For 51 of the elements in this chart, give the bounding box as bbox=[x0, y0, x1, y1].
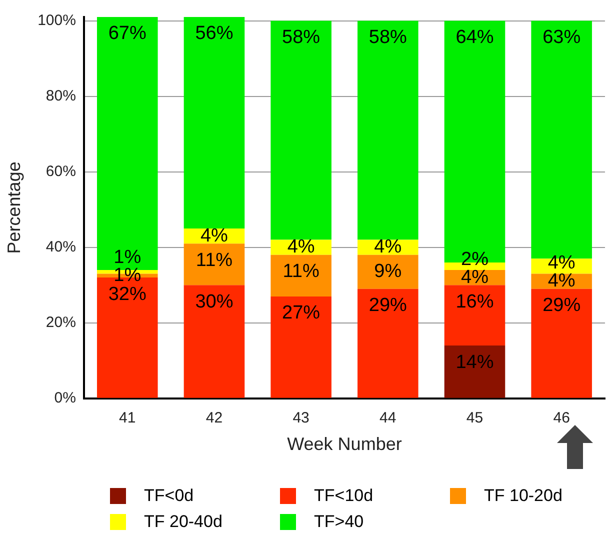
x-axis-title: Week Number bbox=[287, 434, 402, 454]
bar bbox=[358, 20, 418, 240]
data-label: 11% bbox=[282, 261, 320, 282]
bar bbox=[270, 296, 332, 398]
y-axis-title: Percentage bbox=[4, 162, 24, 254]
bar bbox=[358, 254, 418, 289]
data-label: 58% bbox=[368, 27, 408, 48]
bar bbox=[444, 346, 506, 398]
bar bbox=[270, 20, 332, 240]
bar bbox=[184, 285, 245, 398]
y-tick-label: 60% bbox=[46, 162, 76, 180]
legend-label: TF 20-40d bbox=[144, 512, 222, 532]
data-label: 67% bbox=[108, 23, 146, 44]
data-label: 16% bbox=[456, 291, 494, 312]
legend-label: TF 10-20d bbox=[484, 486, 562, 506]
data-label: 30% bbox=[195, 291, 234, 312]
y-tick-label: 40% bbox=[46, 238, 76, 256]
x-tick-label: 44 bbox=[380, 410, 396, 427]
legend-label: TF<10d bbox=[314, 486, 374, 506]
data-label: 4% bbox=[200, 225, 228, 246]
x-tick-label: 43 bbox=[292, 410, 310, 427]
data-label: 4% bbox=[287, 236, 315, 258]
x-tick-label: 46 bbox=[553, 410, 570, 427]
data-label: 14% bbox=[456, 352, 494, 373]
y-tick-label: 20% bbox=[46, 314, 76, 332]
data-label: 56% bbox=[195, 23, 234, 44]
y-tick-label: 100% bbox=[38, 12, 76, 29]
legend-label: TF<0d bbox=[144, 486, 194, 506]
bar bbox=[531, 288, 592, 398]
data-label: 27% bbox=[282, 302, 320, 324]
x-tick-label: 41 bbox=[119, 410, 136, 427]
x-tick-label: 42 bbox=[206, 410, 223, 427]
data-label: 32% bbox=[108, 284, 146, 305]
data-label: 4% bbox=[461, 266, 489, 288]
y-tick-label: 0% bbox=[54, 390, 76, 407]
data-label: 64% bbox=[456, 27, 494, 48]
x-tick-label: 45 bbox=[466, 410, 484, 427]
bar bbox=[358, 288, 418, 398]
data-label: 4% bbox=[374, 236, 402, 258]
data-label: 29% bbox=[542, 295, 581, 316]
data-label: 63% bbox=[542, 27, 581, 48]
legend-label: TF>40 bbox=[314, 512, 364, 532]
bar bbox=[444, 285, 506, 346]
data-label: 58% bbox=[282, 27, 320, 48]
bar bbox=[184, 17, 245, 228]
data-label: 29% bbox=[368, 295, 408, 316]
bar bbox=[270, 254, 332, 296]
data-label: 9% bbox=[374, 261, 402, 282]
bar bbox=[184, 244, 245, 286]
y-tick-label: 80% bbox=[46, 87, 76, 104]
data-label: 11% bbox=[196, 250, 233, 271]
